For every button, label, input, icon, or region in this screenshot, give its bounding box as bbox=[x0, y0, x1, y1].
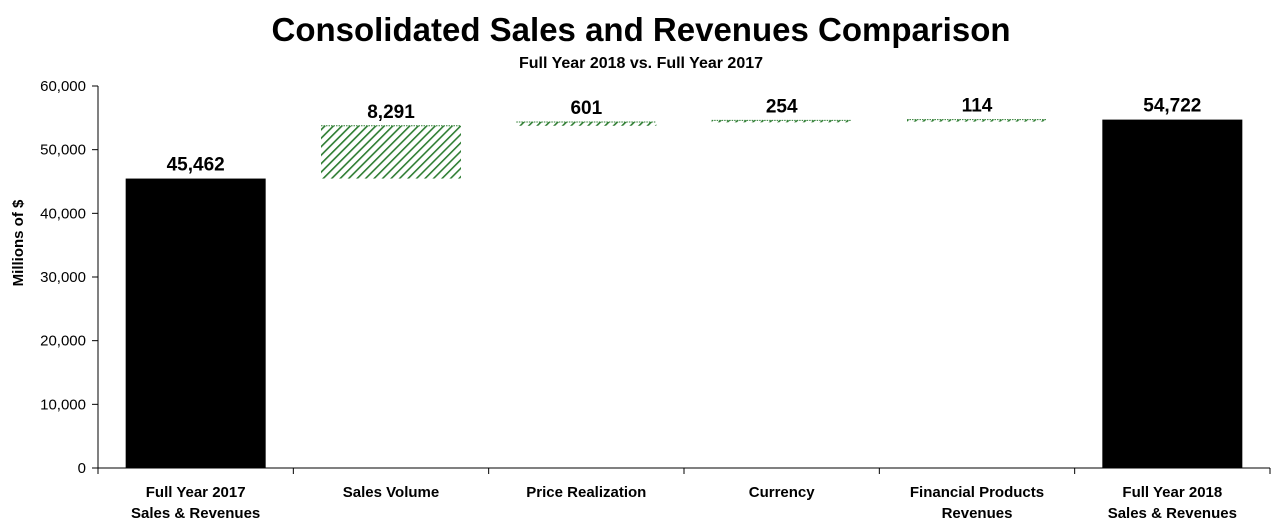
y-tick-label: 20,000 bbox=[40, 333, 86, 350]
x-category-label: Sales & Revenues bbox=[1108, 505, 1237, 522]
bar-total bbox=[1102, 119, 1243, 468]
y-tick-label: 30,000 bbox=[40, 269, 86, 286]
x-category-label: Full Year 2018 bbox=[1122, 484, 1222, 501]
data-label: 8,291 bbox=[367, 102, 415, 123]
x-category-label: Currency bbox=[749, 484, 816, 501]
data-labels: 45,462 8,291 601 254 114 54,722 bbox=[167, 96, 1202, 176]
bar-increase bbox=[516, 121, 657, 126]
x-category-label: Revenues bbox=[942, 505, 1013, 522]
x-category-label: Sales & Revenues bbox=[131, 505, 260, 522]
x-axis: Full Year 2017 Sales & Revenues Sales Volu… bbox=[97, 467, 1271, 522]
y-axis-label: Millions of $ bbox=[10, 199, 27, 286]
y-tick-label: 40,000 bbox=[40, 205, 86, 222]
data-label: 601 bbox=[570, 98, 602, 119]
chart-subtitle: Full Year 2018 vs. Full Year 2017 bbox=[519, 55, 763, 72]
y-tick-label: 60,000 bbox=[40, 78, 86, 95]
x-category-label: Financial Products bbox=[910, 484, 1044, 501]
data-label: 45,462 bbox=[167, 155, 225, 176]
y-tick-label: 10,000 bbox=[40, 396, 86, 413]
y-axis: 0 10,000 20,000 30,000 40,000 50,000 60,000 bbox=[40, 78, 99, 477]
y-tick-label: 0 bbox=[78, 460, 86, 477]
x-category-label: Price Realization bbox=[526, 484, 646, 501]
data-label: 114 bbox=[962, 96, 993, 117]
y-tick-label: 50,000 bbox=[40, 142, 86, 159]
bar-total bbox=[125, 178, 266, 468]
chart-title: Consolidated Sales and Revenues Comparis… bbox=[271, 11, 1010, 48]
bar-increase bbox=[907, 119, 1047, 122]
bars-group bbox=[125, 119, 1243, 468]
bar-increase bbox=[321, 125, 461, 179]
data-label: 254 bbox=[766, 96, 798, 117]
data-label: 54,722 bbox=[1143, 96, 1201, 117]
x-category-label: Sales Volume bbox=[343, 484, 439, 501]
bar-increase bbox=[711, 120, 852, 123]
x-category-label: Full Year 2017 bbox=[146, 484, 246, 501]
